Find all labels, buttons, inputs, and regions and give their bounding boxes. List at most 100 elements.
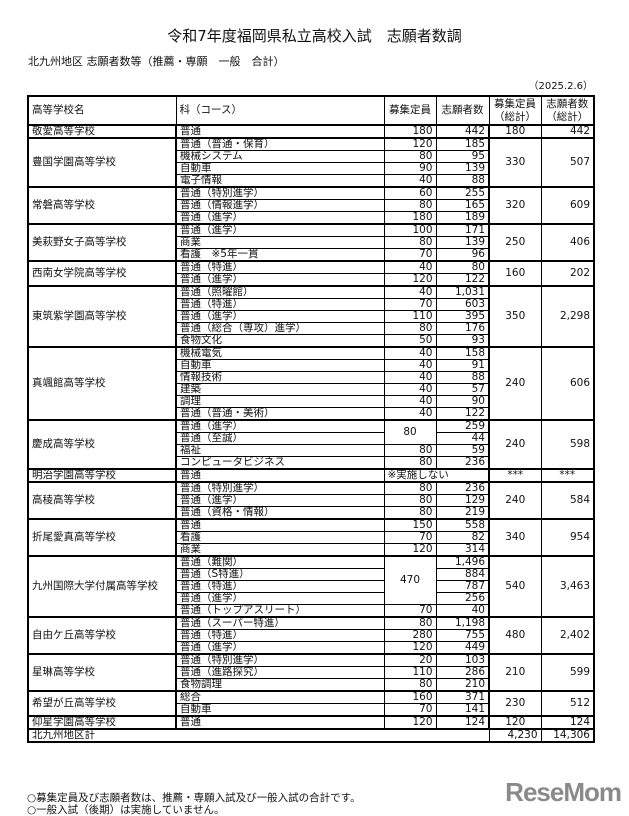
course-name: 自動車	[175, 703, 385, 717]
course-name: 普通（進学）	[175, 223, 385, 237]
course-name: 食物調理	[175, 678, 385, 692]
course-applicants: 57	[435, 383, 490, 396]
school-total-applicants: 2,402	[540, 616, 595, 655]
course-name: 普通（進学）	[175, 592, 385, 605]
course-name: 電子情報	[175, 174, 385, 188]
school-name: 豊国学園高等学校	[27, 137, 177, 188]
course-name: 普通	[175, 468, 385, 483]
course-applicants: 395	[435, 310, 490, 323]
school-name: 希望が丘高等学校	[27, 690, 177, 717]
course-name: 普通（特進）	[175, 629, 385, 642]
course-capacity: 90	[383, 162, 437, 175]
course-capacity: 80	[383, 419, 437, 445]
school-total-applicants: 442	[540, 124, 595, 139]
course-name: 普通（普通・保育）	[175, 137, 385, 151]
course-applicants: 210	[435, 678, 490, 692]
course-name: 調理	[175, 395, 385, 408]
course-applicants: 558	[435, 518, 490, 532]
table-row: 福祉 80 59	[28, 444, 594, 457]
course-applicants: 124	[435, 715, 490, 730]
course-capacity: 120	[383, 715, 437, 730]
table-row: 九州国際大学付属高等学校 普通（難関） 470 1,496 540 3,463	[27, 555, 595, 618]
school-name: 自由ケ丘高等学校	[27, 616, 177, 655]
table-row: 敬愛高等学校 普通 180 442 180 442	[27, 124, 595, 139]
course-name: 普通（進学）	[175, 494, 385, 507]
course-applicants: 787	[435, 580, 490, 593]
school-total-capacity: 120	[488, 715, 542, 730]
total-row: 北九州地区計 4,230 14,306	[27, 728, 595, 743]
table-row: 普通（情報進学） 80 165	[28, 199, 594, 212]
course-capacity: 40	[383, 174, 437, 188]
course-name: 情報技術	[175, 371, 385, 384]
course-capacity: 70	[383, 604, 437, 618]
course-applicants: 158	[435, 346, 490, 360]
course-name: 普通（スーパー特進）	[175, 616, 385, 630]
table-row: 普通（特進） 280 755	[28, 629, 594, 642]
course-capacity: 280	[383, 629, 437, 642]
school-total-applicants: 599	[540, 653, 595, 692]
school-name: 西南女学院高等学校	[27, 260, 177, 287]
course-name: 普通（普通・美術）	[175, 407, 385, 421]
table-row: 美萩野女子高等学校 普通（進学） 100 171 250 406	[27, 223, 595, 262]
course-applicants: 185	[435, 137, 490, 151]
course-name: 普通（特別進学）	[175, 186, 385, 200]
course-applicants: 256	[435, 592, 490, 605]
course-applicants: 91	[435, 359, 490, 372]
course-applicants: 88	[435, 174, 490, 188]
course-capacity: 40	[383, 346, 437, 360]
school-name: 東筑紫学園高等学校	[27, 285, 177, 348]
total-capacity: 4,230	[488, 728, 542, 743]
table-row: 看護 70 82	[28, 531, 594, 544]
course-capacity: 40	[383, 407, 437, 421]
course-capacity: 80	[383, 236, 437, 249]
course-applicants: 165	[435, 199, 490, 212]
school-name: 高稜高等学校	[27, 481, 177, 520]
header-total-capacity: 募集定員（総計）	[488, 95, 542, 126]
table-row: 常磐高等学校 普通（特別進学） 60 255 320 609	[27, 186, 595, 225]
course-capacity: 50	[383, 334, 437, 348]
table-row: 慶成高等学校 普通（進学） 80 259 240 598	[27, 419, 595, 470]
header-course: 科（コース）	[175, 95, 385, 126]
footnote-1: ○募集定員及び志願者数は、推薦・専願入試及び一般入試の合計です。	[27, 792, 361, 804]
course-capacity: 180	[383, 124, 437, 139]
course-capacity: 80	[383, 481, 437, 495]
course-capacity: 70	[383, 531, 437, 544]
course-capacity: 70	[383, 703, 437, 717]
course-capacity: 80	[383, 444, 437, 457]
course-name: 自動車	[175, 359, 385, 372]
school-total-applicants: 124	[540, 715, 595, 730]
table-row: 自動車 90 139	[28, 162, 594, 175]
course-name: 福祉	[175, 444, 385, 457]
course-capacity: 470	[383, 555, 437, 605]
course-note: ※実施しない	[383, 468, 490, 483]
school-name: 真颯館高等学校	[27, 346, 177, 421]
course-applicants: 171	[435, 223, 490, 237]
course-applicants: 219	[435, 506, 490, 520]
table-row: 機械システム 80 95	[28, 150, 594, 163]
school-total-capacity: ***	[488, 468, 542, 483]
course-capacity: 120	[383, 137, 437, 151]
school-name: 常磐高等学校	[27, 186, 177, 225]
header-school: 高等学校名	[27, 95, 177, 126]
school-total-applicants: 598	[540, 419, 595, 470]
table-row: 東筑紫学園高等学校 普通（照曜館） 40 1,031 350 2,298	[27, 285, 595, 348]
school-total-capacity: 250	[488, 223, 542, 262]
school-total-capacity: 240	[488, 419, 542, 470]
school-total-applicants: 512	[540, 690, 595, 717]
course-name: 普通（進学）	[175, 211, 385, 225]
school-name: 折尾愛真高等学校	[27, 518, 177, 557]
school-total-capacity: 210	[488, 653, 542, 692]
course-applicants: 82	[435, 531, 490, 544]
course-name: 普通（S特進）	[175, 568, 385, 581]
table-row: 星琳高等学校 普通（特別進学） 20 103 210 599	[27, 653, 595, 692]
table-row: 電子情報 40 88	[28, 174, 594, 188]
school-total-capacity: 240	[488, 481, 542, 520]
course-name: 機械電気	[175, 346, 385, 360]
course-name: 普通（難関）	[175, 555, 385, 569]
table-row: 普通（特進） 787	[28, 580, 594, 593]
course-capacity: 100	[383, 223, 437, 237]
course-name: 機械システム	[175, 150, 385, 163]
course-name: 食物文化	[175, 334, 385, 348]
course-capacity: 80	[383, 494, 437, 507]
school-total-applicants: 3,463	[540, 555, 595, 618]
